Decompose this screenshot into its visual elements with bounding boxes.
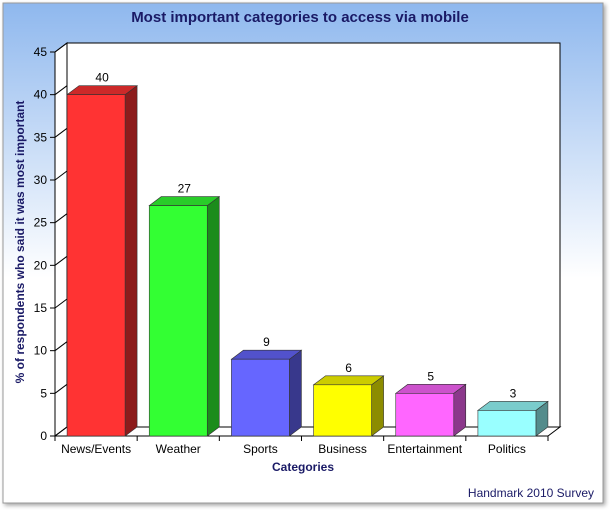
y-tick-depth <box>54 42 68 53</box>
y-tick-depth <box>54 170 68 181</box>
y-tick-depth <box>54 127 68 138</box>
bar-top <box>312 375 385 386</box>
bar-top <box>66 85 138 95</box>
bar-value-label: 6 <box>345 361 352 375</box>
y-tick-label: 25 <box>34 216 48 230</box>
x-tick-label: News/Events <box>61 442 131 456</box>
bar-value-label: 9 <box>263 335 270 349</box>
y-tick-depth <box>54 213 68 224</box>
x-tick-label: Sports <box>243 442 278 456</box>
x-tick-label: Weather <box>156 442 201 456</box>
y-tick-label: 10 <box>34 344 48 358</box>
y-tick-label: 0 <box>40 429 47 443</box>
bar-top <box>477 401 549 411</box>
bar-side <box>289 349 302 437</box>
bar-top <box>148 196 221 206</box>
bar-top <box>394 384 467 394</box>
y-tick-label: 15 <box>34 301 48 315</box>
y-tick-depth <box>54 341 68 352</box>
bar-value-label: 5 <box>427 369 434 383</box>
bar-top <box>230 349 303 360</box>
bar-side <box>371 375 384 437</box>
y-tick-depth <box>54 426 68 437</box>
y-tick-depth <box>54 255 68 266</box>
bar <box>231 358 290 437</box>
chart-title: Most important categories to access via … <box>131 9 469 26</box>
bar <box>148 205 208 437</box>
y-tick-label: 20 <box>34 258 48 272</box>
bar-value-label: 27 <box>178 182 192 196</box>
x-axis-label: Categories <box>272 460 334 474</box>
bar <box>66 94 126 437</box>
plot-side-wall <box>54 42 68 437</box>
x-tick-label: Politics <box>488 442 526 456</box>
x-tick-label: Entertainment <box>387 442 462 456</box>
bar-value-label: 3 <box>510 386 517 400</box>
bar <box>477 410 537 437</box>
x-tick-label: Business <box>318 442 367 456</box>
y-tick-label: 5 <box>40 386 47 400</box>
bar <box>313 384 372 437</box>
bar-value-label: 40 <box>95 71 109 85</box>
plot-area: 05101520253035404540News/Events27Weather… <box>34 42 562 456</box>
y-tick-depth <box>54 298 68 309</box>
y-tick-label: 30 <box>34 173 48 187</box>
bar-side <box>124 85 138 437</box>
y-axis-label: % of respondents who said it was most im… <box>13 101 27 384</box>
y-tick-depth <box>54 85 68 96</box>
bar <box>395 393 455 437</box>
source-note: Handmark 2010 Survey <box>468 486 594 500</box>
y-tick-label: 40 <box>34 88 48 102</box>
y-tick-label: 35 <box>34 130 48 144</box>
y-tick-label: 45 <box>34 45 48 59</box>
plot-back-wall <box>66 42 561 428</box>
y-tick-depth <box>54 383 68 394</box>
bar-side <box>206 196 220 437</box>
